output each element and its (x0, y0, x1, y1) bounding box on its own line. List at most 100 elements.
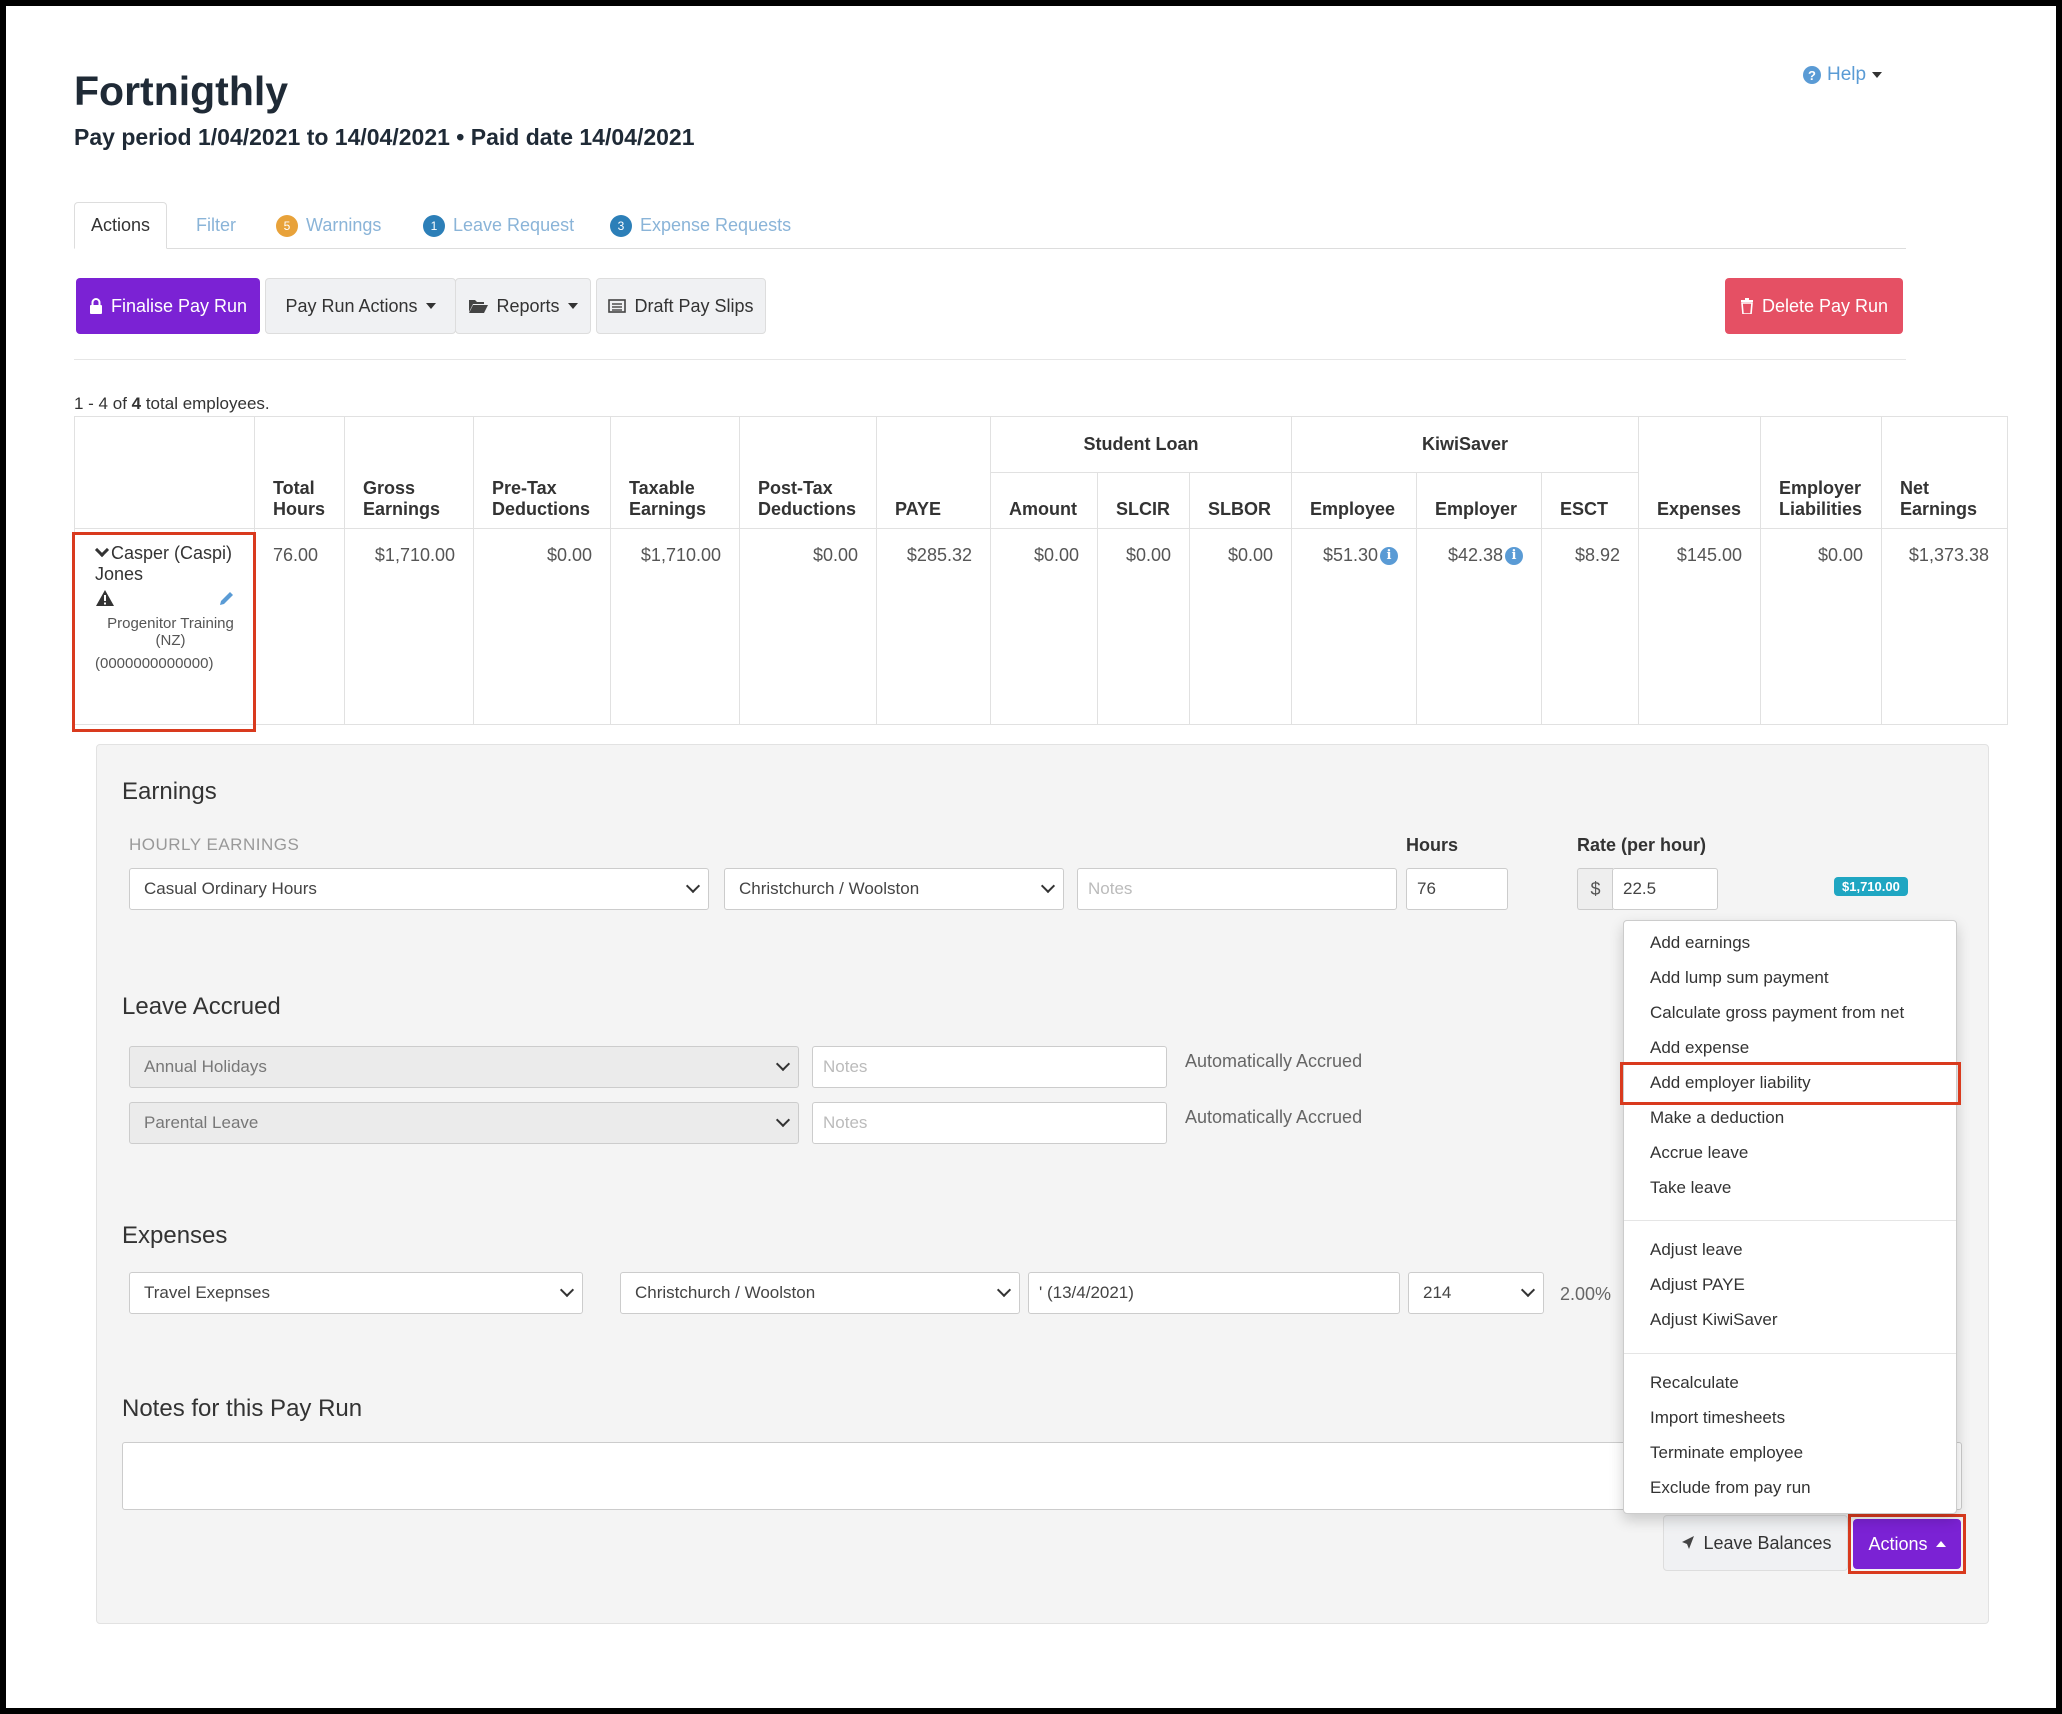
expenses-cell: $145.00 (1638, 528, 1761, 725)
menu-item-add-expense[interactable]: Add expense (1650, 1038, 1750, 1057)
help-menu[interactable]: ? Help (1803, 64, 1883, 86)
leave-balances-button[interactable]: Leave Balances (1663, 1515, 1848, 1571)
currency-addon: $ (1577, 868, 1613, 910)
toolbar-divider (74, 359, 1906, 360)
tab-label: Filter (196, 215, 236, 235)
ks-employer-cell: $42.38 i (1416, 528, 1542, 725)
menu-item-accrue-leave[interactable]: Accrue leave (1650, 1143, 1749, 1162)
hourly-earnings-label: HOURLY EARNINGS (129, 835, 300, 854)
caret-down-icon (425, 303, 436, 309)
list-alt-icon (608, 299, 627, 313)
pay-run-actions-label: Pay Run Actions (285, 295, 418, 316)
student-loan-group-header: Student Loan (990, 416, 1292, 473)
reports-button[interactable]: Reports (455, 278, 591, 334)
ks-employee-header: Employee (1291, 472, 1417, 529)
amount-header: Amount (990, 472, 1098, 529)
caret-down-icon (567, 303, 578, 309)
expense-location-select[interactable]: Christchurch / Woolston (620, 1272, 1020, 1314)
menu-item-adjust-kiwisaver[interactable]: Adjust KiwiSaver (1650, 1310, 1778, 1329)
leave-type-select: Annual Holidays (129, 1046, 799, 1088)
earnings-location-select[interactable]: Christchurch / Woolston (724, 868, 1064, 910)
employee-name-toggle[interactable]: Casper (Caspi) Jones (94, 542, 246, 585)
slbor-header: SLBOR (1189, 472, 1292, 529)
leave-type-value: Parental Leave (144, 1113, 259, 1132)
tab-label: Leave Request (453, 215, 575, 235)
caret-up-icon (1935, 1541, 1946, 1547)
rate-label: Rate (per hour) (1577, 835, 1707, 855)
chevron-down-icon (775, 1056, 791, 1072)
finalise-pay-run-button[interactable]: Finalise Pay Run (76, 278, 260, 334)
earnings-title: Earnings (122, 778, 217, 805)
pay-run-actions-button[interactable]: Pay Run Actions (265, 278, 456, 334)
hours-input[interactable]: 76 (1406, 868, 1508, 910)
earnings-notes-input[interactable]: Notes (1077, 868, 1397, 910)
esct-cell: $8.92 (1541, 528, 1639, 725)
chevron-down-icon (1040, 878, 1056, 894)
menu-item-add-earnings[interactable]: Add earnings (1650, 933, 1751, 952)
rate-input[interactable]: 22.5 (1612, 868, 1718, 910)
caret-down-icon (1872, 72, 1883, 78)
delete-pay-run-button[interactable]: Delete Pay Run (1725, 278, 1903, 334)
total-hours-cell: 76.00 (254, 528, 345, 725)
pretax-deductions-header: Pre-Tax Deductions (473, 416, 611, 529)
employer-liability-highlight-box (1620, 1062, 1961, 1105)
slcir-header: SLCIR (1097, 472, 1190, 529)
tab-expense-requests[interactable]: 3 Expense Requests (594, 202, 807, 249)
expense-percent: 2.00% (1560, 1284, 1612, 1304)
menu-item-add-employer-liability[interactable]: Add employer liability (1650, 1073, 1811, 1092)
gross-earnings-header: Gross Earnings (344, 416, 474, 529)
chevron-down-icon (685, 878, 701, 894)
esct-header: ESCT (1541, 472, 1639, 529)
actions-button[interactable]: Actions (1853, 1519, 1961, 1569)
draft-pay-slips-button[interactable]: Draft Pay Slips (596, 278, 766, 334)
paye-cell: $285.32 (876, 528, 991, 725)
info-icon[interactable]: i (1505, 547, 1523, 566)
chevron-down-icon (1520, 1282, 1536, 1298)
help-label: Help (1827, 64, 1867, 85)
chevron-down-icon (775, 1112, 791, 1128)
menu-item-terminate-employee[interactable]: Terminate employee (1650, 1443, 1804, 1462)
posttax-cell: $0.00 (739, 528, 877, 725)
menu-item-adjust-leave[interactable]: Adjust leave (1650, 1240, 1743, 1259)
chevron-down-icon (559, 1282, 575, 1298)
expense-type-select[interactable]: Travel Exepnses (129, 1272, 583, 1314)
menu-item-import-timesheets[interactable]: Import timesheets (1650, 1408, 1786, 1427)
tab-actions[interactable]: Actions (74, 202, 168, 249)
menu-item-make-deduction[interactable]: Make a deduction (1650, 1108, 1785, 1127)
menu-item-exclude-from-pay-run[interactable]: Exclude from pay run (1650, 1478, 1811, 1497)
posttax-deductions-header: Post-Tax Deductions (739, 416, 877, 529)
earnings-type-select[interactable]: Casual Ordinary Hours (129, 868, 709, 910)
gross-cell: $1,710.00 (344, 528, 474, 725)
expense-type-value: Travel Exepnses (144, 1283, 270, 1302)
leave-notes-input[interactable]: Notes (812, 1046, 1167, 1088)
warning-icon[interactable] (95, 589, 115, 607)
leave-notes-input[interactable]: Notes (812, 1102, 1167, 1144)
net-earnings-header: Net Earnings (1881, 416, 2008, 529)
menu-divider (1624, 1220, 1956, 1221)
expense-code-select[interactable]: 214 (1408, 1272, 1544, 1314)
chevron-down-icon (996, 1282, 1012, 1298)
slbor-cell: $0.00 (1189, 528, 1292, 725)
menu-item-take-leave[interactable]: Take leave (1650, 1178, 1732, 1197)
hours-label: Hours (1406, 835, 1459, 855)
employee-highlight-box (72, 532, 256, 732)
net-earnings-cell: $1,373.38 (1881, 528, 2008, 725)
ks-employee-cell: $51.30 i (1291, 528, 1417, 725)
menu-item-recalculate[interactable]: Recalculate (1650, 1373, 1739, 1392)
slcir-cell: $0.00 (1097, 528, 1190, 725)
tab-leave-request[interactable]: 1 Leave Request (407, 202, 590, 249)
expense-description-input[interactable]: ' (13/4/2021) (1028, 1272, 1400, 1314)
tab-warnings[interactable]: 5 Warnings (260, 202, 397, 249)
taxable-cell: $1,710.00 (610, 528, 740, 725)
expense-location-value: Christchurch / Woolston (635, 1283, 816, 1302)
menu-item-adjust-paye[interactable]: Adjust PAYE (1650, 1275, 1745, 1294)
menu-item-calculate-gross-from-net[interactable]: Calculate gross payment from net (1650, 1003, 1905, 1022)
earnings-total-badge: $1,710.00 (1834, 877, 1908, 896)
count-suffix: total employees. (141, 394, 270, 413)
expense-code-value: 214 (1423, 1283, 1452, 1302)
actions-label: Actions (1868, 1533, 1928, 1554)
pencil-icon[interactable] (218, 589, 236, 607)
menu-item-add-lump-sum-payment[interactable]: Add lump sum payment (1650, 968, 1829, 987)
tab-filter[interactable]: Filter (180, 202, 252, 249)
info-icon[interactable]: i (1380, 547, 1398, 566)
